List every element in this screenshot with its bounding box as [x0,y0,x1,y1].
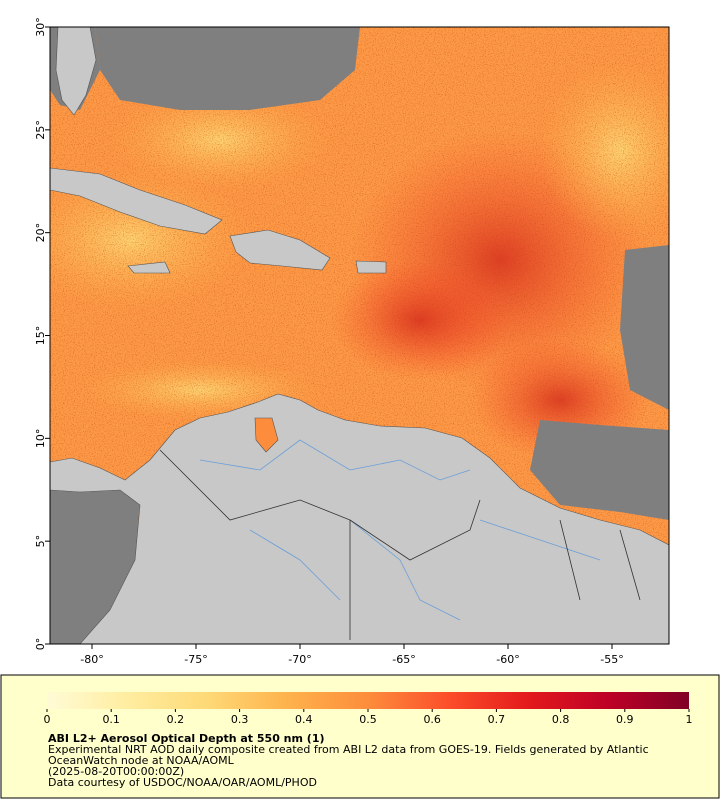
borders [159,449,641,640]
rivers [199,439,601,621]
land-cuba [50,167,223,235]
land-hispaniola [229,229,331,271]
no-data [620,245,669,410]
colorbar-tick-label: 1 [686,713,693,726]
y-tick-label: 0° [34,638,47,651]
x-tick-label: -60° [496,653,519,666]
x-tick-label: -70° [288,653,311,666]
description-line: Experimental NRT AOD daily composite cre… [48,743,649,756]
no-data [95,27,360,110]
x-tick-label: -55° [600,653,623,666]
axes: -80° -75° -70° -65° -60° -55° 0° 5° 10° 15° 20° 25°… [34,17,624,666]
x-tick-label: -65° [392,653,415,666]
y-tick-label: 25° [34,120,47,140]
title: ABI L2+ Aerosol Optical Depth at 550 nm … [48,732,325,745]
colorbar-tick-label: 0.8 [552,713,570,726]
y-tick-label: 10° [34,429,47,449]
colorbar-tick-label: 0 [44,713,51,726]
colorbar-tick-label: 0.1 [102,713,120,726]
colorbar-tick-label: 0.7 [488,713,506,726]
y-tick-label: 20° [34,223,47,243]
no-data [50,480,140,644]
colorbar-tick-label: 0.2 [167,713,185,726]
land-florida [55,27,97,116]
y-tick-label: 15° [34,326,47,346]
land-south-america [50,393,669,644]
map [50,27,669,644]
colorbar-scale [47,692,689,709]
colorbar: 0 0.1 0.2 0.3 0.4 0.5 0.6 0.7 0.8 0.9 1 [44,692,693,726]
colorbar-tick-label: 0.5 [359,713,377,726]
colorbar-tick-label: 0.6 [423,713,441,726]
land-puerto-rico [355,260,387,274]
y-tick-label: 5° [34,535,47,548]
credit: Data courtesy of USDOC/NOAA/OAR/AOML/PHO… [48,776,317,789]
timestamp: (2025-08-20T00:00:00Z) [48,765,184,778]
x-tick-label: -75° [184,653,207,666]
land-jamaica [127,261,171,274]
no-data [530,420,669,520]
colorbar-tick-label: 0.9 [616,713,634,726]
description-line: OceanWatch node at NOAA/AOML [48,754,235,767]
colorbar-tick-label: 0.4 [295,713,313,726]
colorbar-tick-label: 0.3 [231,713,249,726]
y-tick-label: 30° [34,17,47,37]
lake-maracaibo [254,417,279,453]
x-tick-label: -80° [80,653,103,666]
